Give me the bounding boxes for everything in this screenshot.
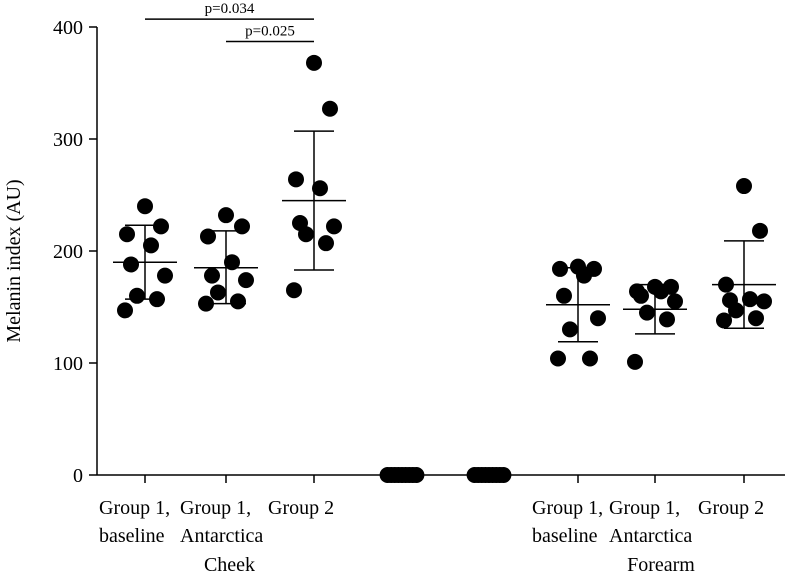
y-tick-label: 300 xyxy=(53,129,83,151)
y-axis-label: Melanin index (AU) xyxy=(3,179,25,342)
data-point xyxy=(157,267,173,284)
data-point xyxy=(238,272,254,289)
data-point xyxy=(123,256,139,273)
data-point xyxy=(667,293,683,310)
data-point xyxy=(234,218,250,235)
group-label-line1: Group 1, xyxy=(532,497,603,519)
region-label: Cheek xyxy=(204,554,255,574)
group-1 xyxy=(194,207,258,312)
y-tick-label: 100 xyxy=(53,353,83,375)
data-point xyxy=(322,100,338,117)
region-label: Forearm xyxy=(627,554,695,574)
data-point xyxy=(736,178,752,195)
p-value-label: p=0.034 xyxy=(205,1,255,17)
data-point xyxy=(586,260,602,277)
group-label-line1: Group 2 xyxy=(698,497,764,519)
group-label-line1: Group 1, xyxy=(609,497,680,519)
group-label-line2: Antarctica xyxy=(180,525,263,547)
data-point xyxy=(639,304,655,321)
data-point xyxy=(582,350,598,367)
data-point xyxy=(312,180,328,197)
data-point xyxy=(663,278,679,295)
group-6 xyxy=(623,278,687,370)
data-groups xyxy=(113,54,776,483)
data-point xyxy=(200,228,216,245)
data-point xyxy=(143,237,159,254)
data-point xyxy=(129,287,145,304)
data-point xyxy=(137,198,153,215)
data-point xyxy=(556,287,572,304)
data-point xyxy=(318,235,334,252)
data-point xyxy=(570,258,586,275)
data-point xyxy=(552,260,568,277)
group-2 xyxy=(282,54,346,299)
group-label-line1: Group 1, xyxy=(180,497,251,519)
data-point xyxy=(716,312,732,329)
group-7 xyxy=(712,178,776,330)
data-point xyxy=(117,302,133,319)
data-point xyxy=(550,350,566,367)
data-point xyxy=(659,311,675,328)
data-point xyxy=(742,291,758,308)
group-4 xyxy=(466,467,512,483)
data-point xyxy=(629,283,645,300)
group-label-line1: Group 2 xyxy=(268,497,334,519)
group-5 xyxy=(546,258,610,367)
data-point xyxy=(722,292,738,309)
data-point xyxy=(495,467,512,483)
data-point xyxy=(752,222,768,239)
data-point xyxy=(286,282,302,299)
data-point xyxy=(590,310,606,327)
data-point xyxy=(204,267,220,284)
group-label-line2: Antarctica xyxy=(609,525,692,547)
data-point xyxy=(306,54,322,71)
data-point xyxy=(292,215,308,231)
group-label-line2: baseline xyxy=(99,525,165,547)
data-point xyxy=(748,310,764,327)
y-tick-label: 0 xyxy=(73,465,83,487)
data-point xyxy=(230,293,246,310)
data-point xyxy=(218,207,234,224)
data-point xyxy=(326,218,342,235)
y-tick-label: 400 xyxy=(53,17,83,39)
axes: 0 100 200 300 400 Melanin index (AU) xyxy=(3,17,785,487)
data-point xyxy=(627,353,643,370)
group-label-line2: baseline xyxy=(532,525,598,547)
data-point xyxy=(562,321,578,338)
group-0 xyxy=(113,198,177,319)
data-point xyxy=(119,226,135,243)
data-point xyxy=(756,293,772,310)
data-point xyxy=(210,284,226,301)
data-point xyxy=(408,467,425,483)
data-point xyxy=(224,254,240,271)
significance-annotations: p=0.034 p=0.025 xyxy=(145,1,314,43)
y-tick-label: 200 xyxy=(53,241,83,263)
p-value-label: p=0.025 xyxy=(245,24,295,40)
group-3 xyxy=(379,467,425,483)
data-point xyxy=(288,171,304,188)
group-label-line1: Group 1, xyxy=(99,497,170,519)
data-point xyxy=(153,218,169,235)
